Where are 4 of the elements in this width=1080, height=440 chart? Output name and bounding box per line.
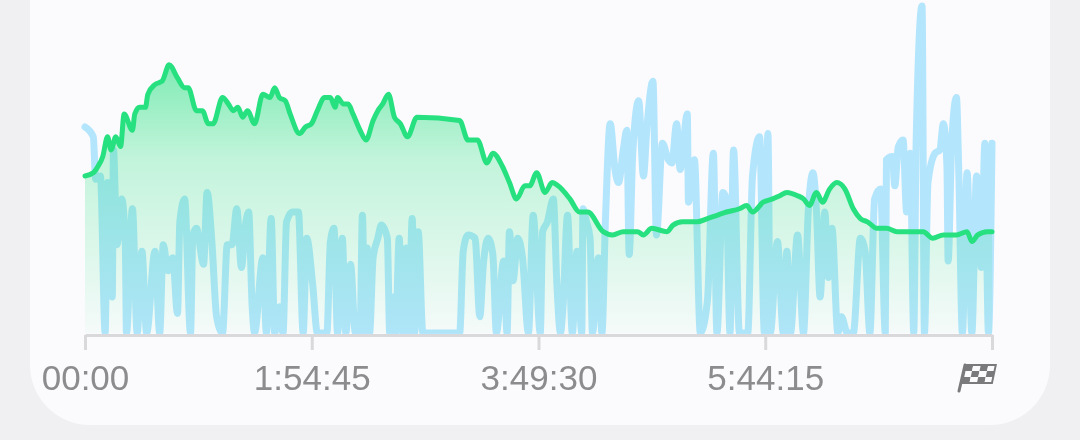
x-tick-label: 3:49:30 (480, 357, 598, 397)
x-tick-label: 00:00 (41, 357, 130, 397)
x-tick-label: 5:44:15 (707, 357, 825, 397)
x-tick-label: 1:54:45 (253, 357, 371, 397)
